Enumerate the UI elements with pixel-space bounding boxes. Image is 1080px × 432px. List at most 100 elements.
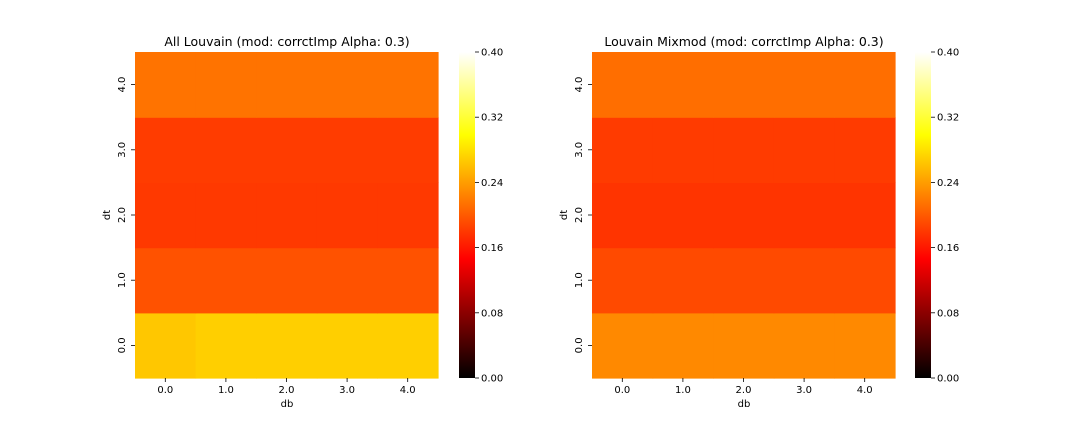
heatmap-cell (377, 247, 439, 314)
heatmap-cell (135, 182, 197, 249)
heatmap-cell (773, 247, 835, 314)
x-tick-label: 2.0 (736, 385, 752, 396)
colorbar-tick-label: 0.08 (481, 308, 503, 319)
colorbar-tick-label: 0.00 (481, 374, 503, 385)
colorbar-tick-label: 0.24 (937, 178, 959, 189)
heatmap-cell (652, 52, 714, 118)
heatmap-cell (256, 312, 318, 379)
heatmap-cell (316, 117, 378, 183)
x-tick-label: 2.0 (279, 385, 295, 396)
heatmap-cell (713, 312, 775, 379)
heatmap-cell (256, 52, 318, 118)
heatmap-cell (316, 312, 378, 379)
heatmap-cell (652, 117, 714, 183)
colorbar-right: 0.00 0.08 0.16 0.24 0.32 0.40 (915, 48, 959, 385)
colorbar-tick-label: 0.16 (937, 243, 959, 254)
heatmap-cell (135, 117, 197, 183)
x-ticks-left: 0.0 1.0 2.0 3.0 4.0 (157, 378, 416, 396)
heatmap-cell (592, 117, 654, 183)
heatmap-cell (135, 52, 197, 118)
x-tick-label: 3.0 (796, 385, 812, 396)
colorbar-tick-label: 0.00 (937, 374, 959, 385)
chart-title-left: All Louvain (mod: corrctImp Alpha: 0.3) (164, 34, 409, 49)
chart-title-right: Louvain Mixmod (mod: corrctImp Alpha: 0.… (604, 34, 883, 49)
heatmap-cell (135, 312, 197, 379)
heatmap-cell (652, 247, 714, 314)
colorbar-ticks-left: 0.00 0.08 0.16 0.24 0.32 0.40 (475, 48, 503, 385)
heatmap-cell (652, 312, 714, 379)
x-tick-label: 0.0 (614, 385, 630, 396)
x-tick-label: 1.0 (675, 385, 691, 396)
heatmap-cell (773, 52, 835, 118)
heatmap-cell (713, 52, 775, 118)
y-tick-label: 4.0 (574, 77, 585, 93)
colorbar-tick-label: 0.32 (937, 113, 959, 124)
colorbar-gradient-left (459, 52, 475, 378)
y-tick-label: 1.0 (117, 272, 128, 288)
heatmap-cell (135, 247, 197, 314)
x-tick-label: 4.0 (400, 385, 416, 396)
heatmap-cell (195, 52, 257, 118)
y-tick-label: 0.0 (574, 337, 585, 353)
heatmap-cell (195, 182, 257, 249)
y-tick-label: 3.0 (117, 142, 128, 158)
y-axis-label-right: dt (559, 210, 570, 220)
colorbar-tick-label: 0.32 (481, 113, 503, 124)
heatmap-cell (377, 182, 439, 249)
y-tick-label: 2.0 (117, 207, 128, 223)
heatmap-cell (713, 182, 775, 249)
y-tick-label: 0.0 (117, 337, 128, 353)
x-ticks-right: 0.0 1.0 2.0 3.0 4.0 (614, 378, 873, 396)
heatmap-cell (834, 312, 896, 379)
heatmap-panel-left: All Louvain (mod: corrctImp Alpha: 0.3) … (102, 34, 503, 410)
y-tick-label: 3.0 (574, 142, 585, 158)
heatmap-cell (834, 52, 896, 118)
x-axis-label-right: db (738, 399, 751, 410)
y-ticks-right: 0.0 1.0 2.0 3.0 4.0 (574, 77, 592, 353)
heatmap-cells-left (135, 52, 439, 379)
heatmap-cell (377, 312, 439, 379)
heatmap-cell (256, 117, 318, 183)
heatmap-cell (316, 182, 378, 249)
x-tick-label: 1.0 (218, 385, 234, 396)
colorbar-tick-label: 0.40 (481, 48, 503, 59)
heatmap-cell (773, 117, 835, 183)
heatmap-cell (195, 117, 257, 183)
colorbar-tick-label: 0.40 (937, 48, 959, 59)
heatmap-cell (256, 182, 318, 249)
heatmap-cell (713, 117, 775, 183)
colorbar-tick-label: 0.24 (481, 178, 503, 189)
colorbar-tick-label: 0.08 (937, 308, 959, 319)
heatmap-cell (592, 247, 654, 314)
heatmap-panel-right: Louvain Mixmod (mod: corrctImp Alpha: 0.… (559, 34, 959, 410)
heatmap-cell (592, 52, 654, 118)
x-axis-label-left: db (281, 399, 294, 410)
colorbar-gradient-right (915, 52, 931, 378)
x-tick-label: 3.0 (339, 385, 355, 396)
x-tick-label: 0.0 (157, 385, 173, 396)
colorbar-tick-label: 0.16 (481, 243, 503, 254)
x-tick-label: 4.0 (857, 385, 873, 396)
heatmap-cell (316, 52, 378, 118)
y-tick-label: 2.0 (574, 207, 585, 223)
heatmap-cell (652, 182, 714, 249)
heatmap-cell (195, 247, 257, 314)
heatmap-cell (773, 312, 835, 379)
heatmap-cell (834, 247, 896, 314)
heatmap-cell (256, 247, 318, 314)
colorbar-left: 0.00 0.08 0.16 0.24 0.32 0.40 (459, 48, 503, 385)
heatmap-cell (834, 117, 896, 183)
y-axis-label-left: dt (102, 210, 113, 220)
heatmap-cells-right (592, 52, 896, 379)
heatmap-cell (713, 247, 775, 314)
heatmap-cell (592, 182, 654, 249)
heatmap-cell (834, 182, 896, 249)
y-ticks-left: 0.0 1.0 2.0 3.0 4.0 (117, 77, 135, 353)
heatmap-cell (592, 312, 654, 379)
y-tick-label: 1.0 (574, 272, 585, 288)
heatmap-cell (377, 52, 439, 118)
y-tick-label: 4.0 (117, 77, 128, 93)
colorbar-ticks-right: 0.00 0.08 0.16 0.24 0.32 0.40 (931, 48, 959, 385)
heatmap-cell (377, 117, 439, 183)
